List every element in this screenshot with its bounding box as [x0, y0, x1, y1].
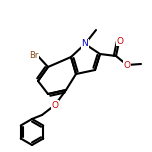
- Text: Br: Br: [29, 50, 39, 59]
- Text: O: O: [116, 36, 123, 45]
- Text: N: N: [82, 40, 88, 48]
- Text: O: O: [123, 60, 131, 69]
- Text: O: O: [52, 100, 59, 109]
